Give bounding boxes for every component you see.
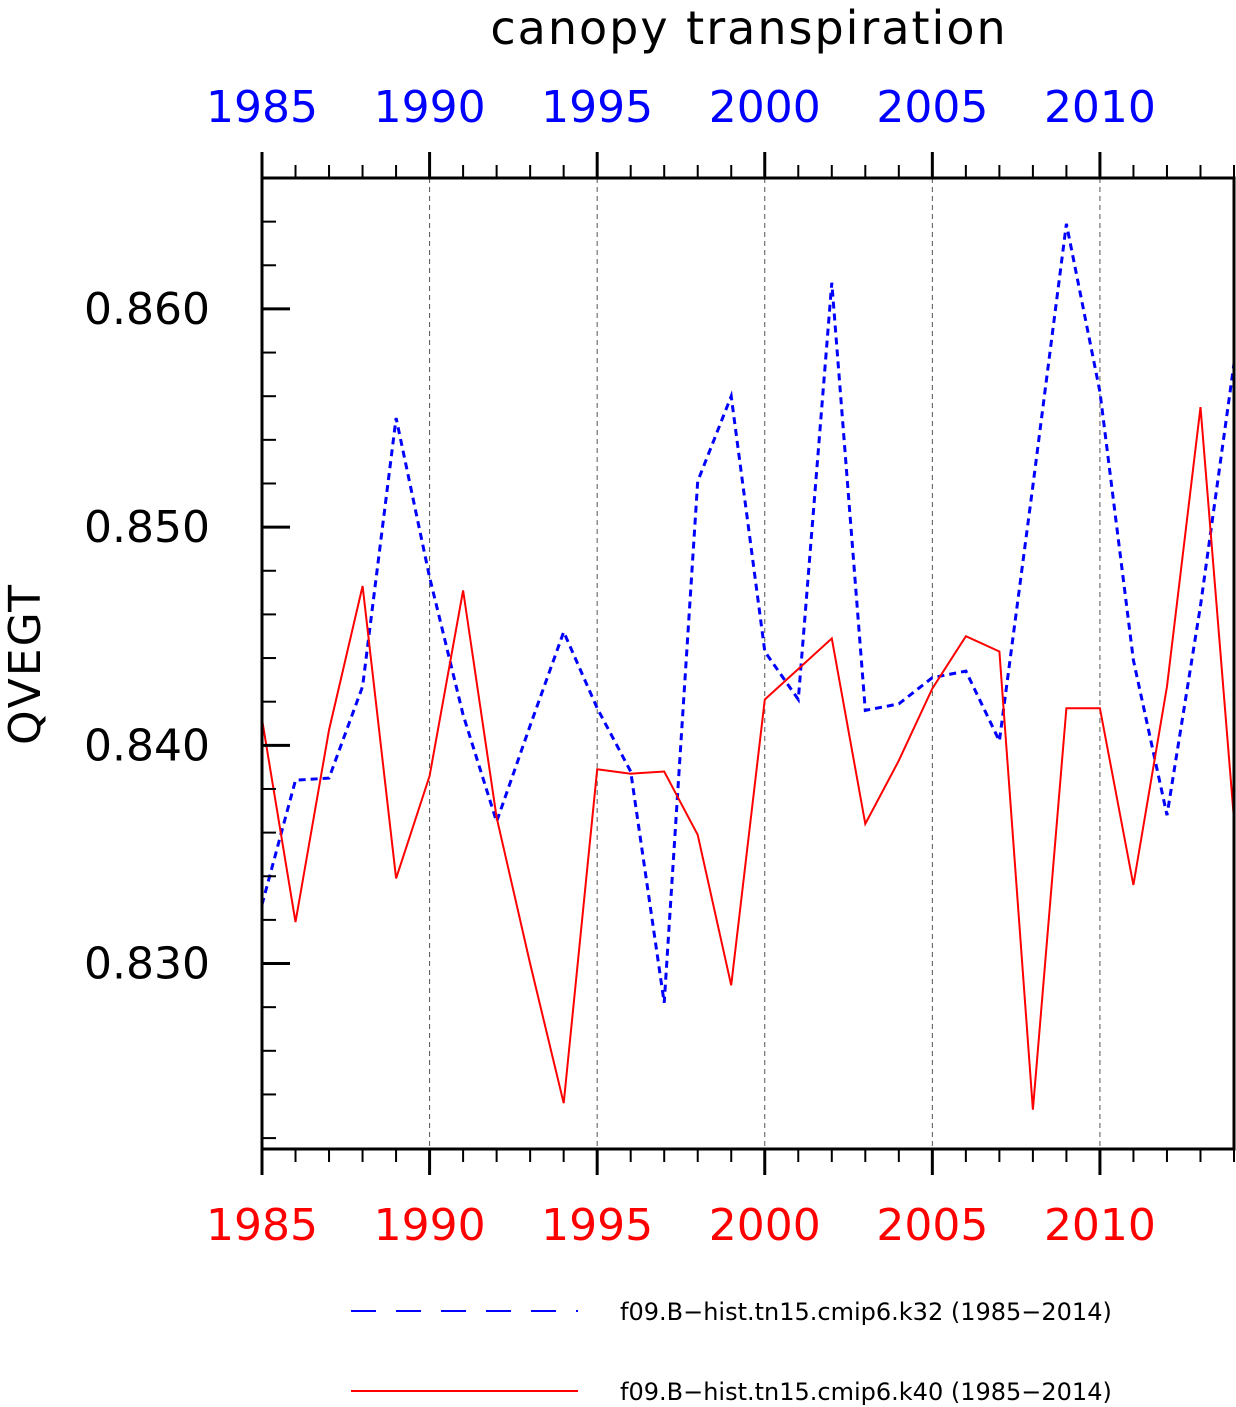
- x-tick-label-bottom: 2000: [709, 1200, 821, 1251]
- x-tick-label-top: 1995: [541, 82, 653, 133]
- legend: f09.B−hist.tn15.cmip6.k32 (1985−2014) f09…: [351, 1298, 1112, 1406]
- legend-label-2: f09.B−hist.tn15.cmip6.k40 (1985−2014): [620, 1378, 1112, 1406]
- x-tick-label-top: 2005: [876, 82, 988, 133]
- plot-frame: [260, 176, 1236, 1151]
- y-tick-label: 0.840: [84, 720, 210, 771]
- x-tick-label-bottom: 1985: [206, 1200, 318, 1251]
- x-tick-label-top: 2000: [709, 82, 821, 133]
- y-tick-label: 0.850: [84, 502, 210, 553]
- x-tick-label-top: 1985: [206, 82, 318, 133]
- x-tick-label-top: 1990: [374, 82, 486, 133]
- x-tick-label-bottom: 2010: [1044, 1200, 1156, 1251]
- x-tick-label-top: 2010: [1044, 82, 1156, 133]
- x-tick-label-bottom: 1995: [541, 1200, 653, 1251]
- series-layer: [260, 223, 1236, 1110]
- legend-label-1: f09.B−hist.tn15.cmip6.k32 (1985−2014): [620, 1298, 1112, 1326]
- chart-title: canopy transpiration: [490, 1, 1007, 55]
- series-line-1: [260, 223, 1236, 1004]
- y-axis-label: QVEGT: [0, 583, 51, 745]
- y-tick-label: 0.830: [84, 939, 210, 990]
- series-line-2: [261, 406, 1235, 1110]
- y-tick-label: 0.860: [84, 284, 210, 335]
- x-tick-label-bottom: 2005: [876, 1200, 988, 1251]
- tick-labels: 1985 1985 1990 1990 1995 1995 2000 2000 2005 2005…: [84, 82, 1156, 1251]
- x-tick-label-bottom: 1990: [374, 1200, 486, 1251]
- axis-ticks: [260, 152, 1235, 1175]
